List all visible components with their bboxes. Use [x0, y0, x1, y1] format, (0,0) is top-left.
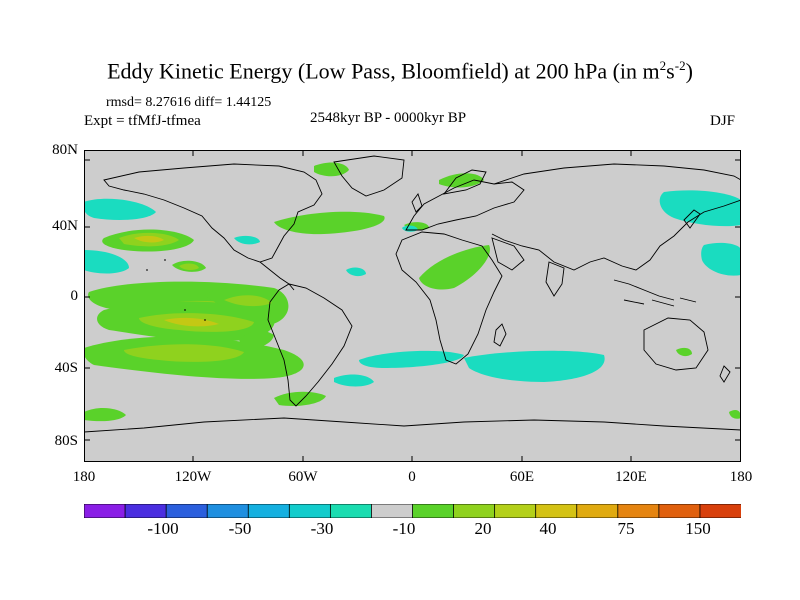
anomaly-east-edge	[729, 410, 741, 419]
experiment-label: Expt = tfMfJ-tfmea	[84, 113, 201, 129]
colorbar-label: 75	[617, 519, 635, 538]
x-tick-label: 60W	[288, 469, 318, 485]
colorbar-segment	[84, 504, 126, 518]
y-tick-label: 0	[70, 288, 79, 304]
anomaly-africa	[419, 245, 490, 290]
anomaly-npac-peak	[134, 235, 164, 243]
y-tick-label: 80N	[52, 142, 78, 158]
y-tick-label: 40N	[52, 218, 78, 234]
x-tick-label: 0	[408, 469, 416, 485]
x-tick-label: 60E	[509, 469, 535, 485]
anomaly-atl-neg	[234, 235, 260, 245]
colorbar-segment	[617, 504, 660, 518]
anomaly-spac-south	[84, 408, 126, 422]
rmsd-stats: rmsd= 8.27616 diff= 1.44125	[106, 95, 272, 110]
anomaly-npac-east-neg2	[701, 242, 741, 276]
colorbar-segment	[412, 504, 455, 518]
anomaly-npac-west-neg2	[84, 250, 129, 274]
anomaly-npac-west-neg	[84, 198, 156, 220]
colorbar-segment	[453, 504, 496, 518]
colorbar-label: -30	[310, 519, 334, 538]
colorbar-label: 150	[685, 519, 711, 538]
x-tick-label: 180	[72, 469, 96, 485]
colorbar-label: -50	[228, 519, 252, 538]
colorbar-segment	[658, 504, 701, 518]
anomaly-pacific-east-core	[224, 295, 272, 307]
anomaly-natl	[274, 211, 385, 235]
figure-title: Eddy Kinetic Energy (Low Pass, Bloomfiel…	[107, 58, 693, 84]
season-label: DJF	[710, 113, 736, 129]
x-tick-label: 180	[729, 469, 753, 485]
colorbar-segment	[699, 504, 741, 518]
colorbar-segment	[494, 504, 537, 518]
period-label: 2548kyr BP - 0000kyr BP	[310, 110, 467, 126]
anomaly-spac-band-core	[124, 344, 244, 362]
colorbar-segment	[247, 504, 291, 518]
anomaly-patagonia	[274, 391, 326, 406]
anomaly-sind-neg2	[464, 350, 605, 382]
x-tick-label: 120W	[174, 469, 212, 485]
colorbar-segment	[535, 504, 578, 518]
x-tick-label: 120E	[615, 469, 647, 485]
colorbar-segment	[576, 504, 619, 518]
colorbar-label: -100	[147, 519, 179, 538]
colorbar-segment	[329, 504, 373, 518]
anomaly-atl-sub-neg	[346, 267, 366, 277]
colorbar-segment	[124, 504, 168, 518]
y-tick-label: 80S	[54, 433, 78, 449]
anomaly-europe	[439, 173, 484, 188]
colorbar-label: 40	[539, 519, 557, 538]
coastlines	[84, 155, 741, 433]
colorbar-segment	[371, 504, 414, 518]
anomaly-spac-neg	[334, 374, 374, 387]
colorbar-segment	[206, 504, 250, 518]
colorbar	[84, 504, 741, 518]
y-tick-label: 40S	[54, 360, 78, 376]
anomaly-sind-neg	[359, 350, 464, 368]
colorbar-label: 20	[474, 519, 492, 538]
anomaly-australia	[676, 347, 692, 357]
map-ticks	[84, 150, 741, 462]
colorbar-label: -10	[392, 519, 416, 538]
map-panel	[84, 150, 741, 462]
anomaly-samerica	[239, 330, 274, 349]
anomaly-npac-small-core	[179, 263, 199, 271]
colorbar-segment	[165, 504, 209, 518]
colorbar-segment	[288, 504, 332, 518]
contour-fills	[84, 162, 741, 422]
anomaly-npac-east-neg	[659, 190, 741, 227]
